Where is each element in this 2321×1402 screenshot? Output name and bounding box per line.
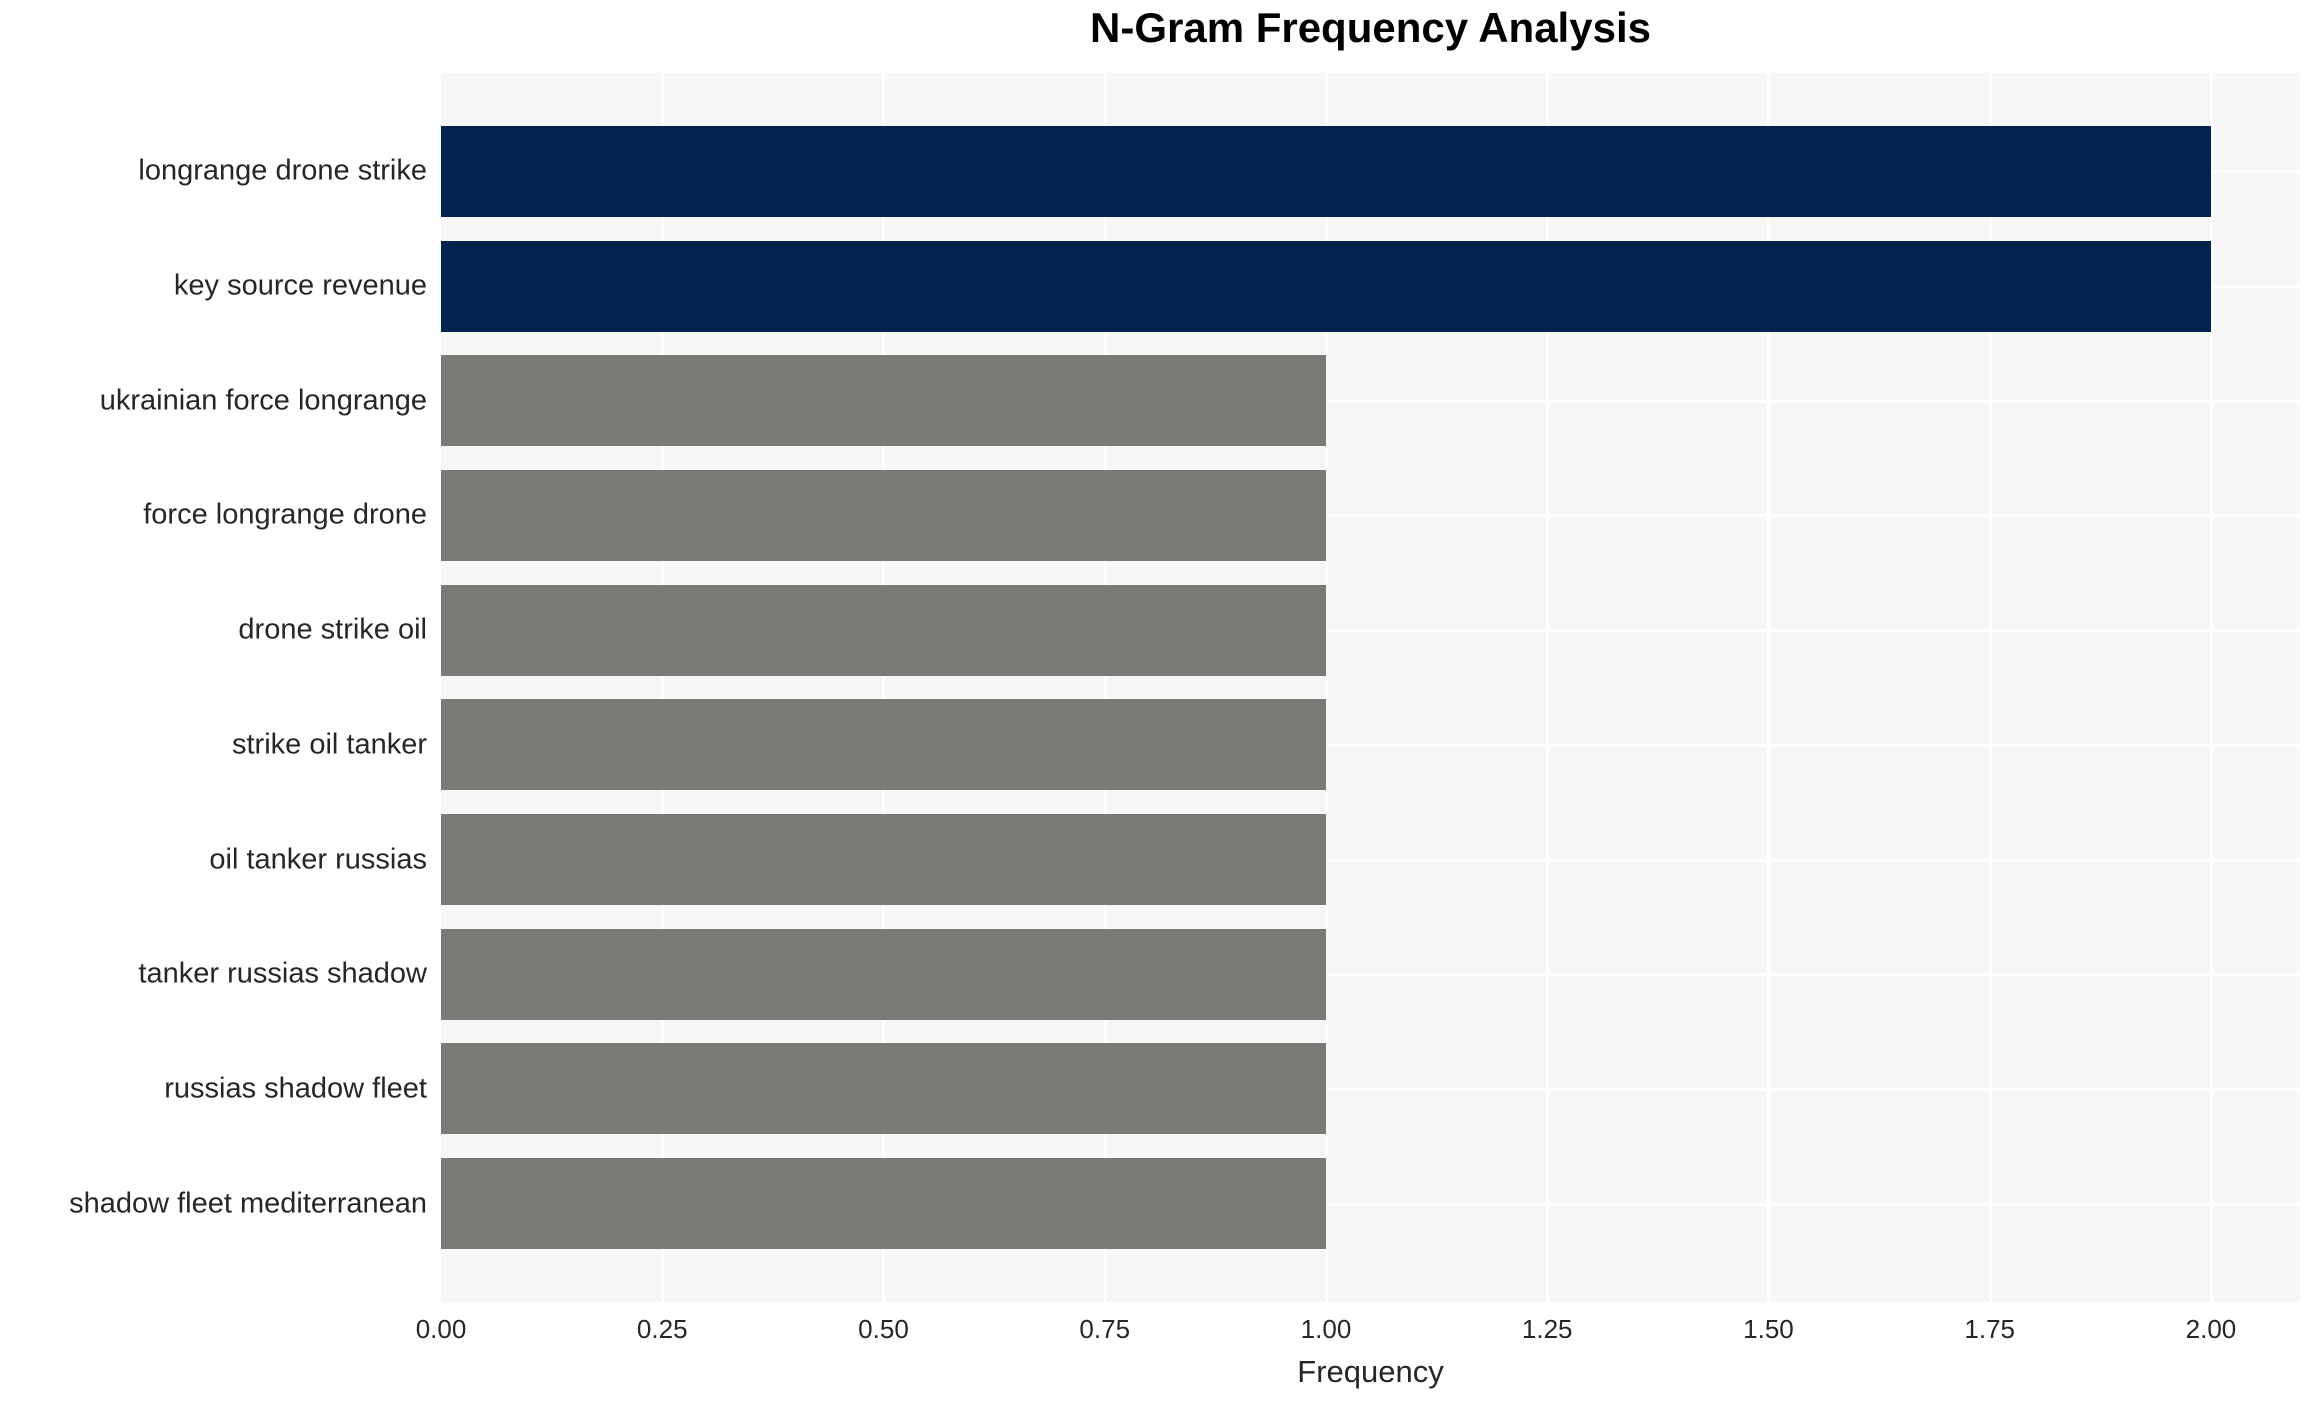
bar-ukrainian-force-longrange — [441, 355, 1326, 447]
x-gridline — [2209, 73, 2213, 1302]
x-tick-label: 0.25 — [636, 1314, 688, 1344]
x-gridline — [661, 73, 665, 1302]
y-gridline — [441, 629, 2300, 633]
y-gridline — [441, 743, 2300, 747]
bar-russias-shadow-fleet — [441, 1043, 1326, 1135]
y-tick-label: shadow fleet mediterranean — [69, 1187, 427, 1220]
x-gridline — [1546, 73, 1550, 1302]
y-tick-label: force longrange drone — [143, 498, 427, 531]
x-tick-label: 1.25 — [1521, 1314, 1573, 1344]
y-gridline — [441, 1087, 2300, 1091]
bar-tanker-russias-shadow — [441, 928, 1326, 1020]
x-gridline — [1324, 73, 1328, 1302]
x-gridline — [882, 73, 886, 1302]
y-tick-label: tanker russias shadow — [138, 957, 427, 990]
y-gridline — [441, 399, 2300, 403]
y-tick-label: drone strike oil — [238, 613, 427, 646]
y-gridline — [441, 858, 2300, 862]
bar-force-longrange-drone — [441, 469, 1326, 561]
x-gridline — [1103, 73, 1107, 1302]
chart-title: N-Gram Frequency Analysis — [1090, 4, 1651, 51]
y-tick-label: longrange drone strike — [138, 154, 427, 187]
x-tick-label: 1.50 — [1743, 1314, 1794, 1344]
y-gridline — [441, 514, 2300, 518]
bar-drone-strike-oil — [441, 584, 1326, 676]
plot-area — [441, 73, 2300, 1302]
y-tick-label: strike oil tanker — [231, 728, 427, 761]
x-tick-label: 0.75 — [1079, 1314, 1131, 1344]
x-tick-label: 0.50 — [858, 1314, 909, 1344]
bar-longrange-drone-strike — [441, 125, 2211, 217]
x-tick-label: 0.00 — [415, 1314, 467, 1344]
x-tick-label: 1.75 — [1964, 1314, 2016, 1344]
x-gridline — [1988, 73, 1992, 1302]
x-gridline — [1767, 73, 1771, 1302]
y-gridline — [441, 1202, 2300, 1206]
y-tick-label: russias shadow fleet — [164, 1072, 427, 1105]
bar-shadow-fleet-mediterranean — [441, 1158, 1326, 1250]
y-tick-label: oil tanker russias — [209, 843, 427, 876]
x-tick-label: 2.00 — [2185, 1314, 2237, 1344]
bar-strike-oil-tanker — [441, 699, 1326, 791]
y-gridline — [441, 973, 2300, 977]
x-tick-label: 1.00 — [1300, 1314, 1352, 1344]
x-axis-label: Frequency — [1297, 1354, 1444, 1389]
y-tick-label: ukrainian force longrange — [99, 384, 427, 417]
bar-oil-tanker-russias — [441, 814, 1326, 906]
y-tick-label: key source revenue — [173, 269, 427, 302]
bar-key-source-revenue — [441, 240, 2211, 332]
